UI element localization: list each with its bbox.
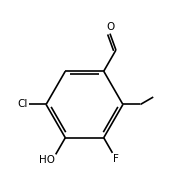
Text: O: O: [107, 22, 115, 32]
Text: HO: HO: [39, 155, 55, 165]
Text: Cl: Cl: [17, 99, 28, 109]
Text: F: F: [113, 154, 119, 164]
